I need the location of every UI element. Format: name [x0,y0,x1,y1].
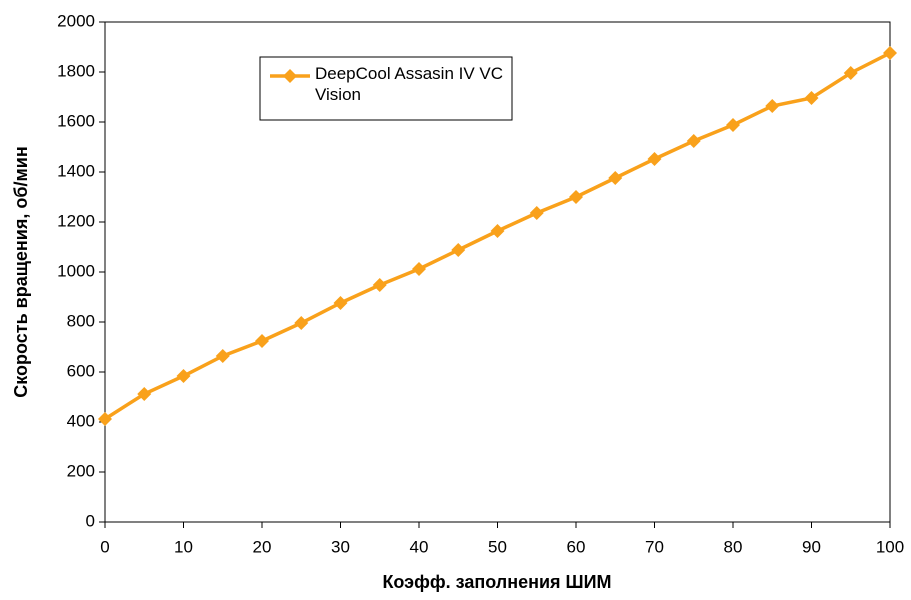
data-point [529,206,544,220]
data-point [176,369,191,383]
x-tick-label: 20 [253,537,272,556]
legend-label-box: DeepCool Assasin IV VC Vision [315,64,504,104]
data-point [451,243,466,257]
y-tick-label: 1600 [57,111,95,130]
y-tick-label: 400 [67,411,95,430]
legend-label: DeepCool Assasin IV VC Vision [315,64,504,104]
x-axis-title: Коэфф. заполнения ШИМ [382,572,611,592]
x-tick-label: 30 [331,537,350,556]
data-point [569,190,583,204]
data-point [843,66,858,80]
data-point [372,278,387,292]
data-point [726,118,740,132]
x-tick-label: 0 [100,537,109,556]
y-tick-label: 2000 [57,11,95,30]
y-axis-title: Скорость вращения, об/мин [11,146,31,398]
data-point [137,387,152,401]
y-tick-label: 1400 [57,161,95,180]
data-point [255,334,269,348]
data-point [215,349,230,363]
data-point [412,262,426,276]
x-tick-label: 80 [724,537,743,556]
legend-marker [283,69,297,83]
data-point [647,152,662,166]
y-tick-label: 200 [67,461,95,480]
y-tick-label: 800 [67,311,95,330]
x-tick-label: 40 [410,537,429,556]
x-tick-label: 90 [802,537,821,556]
data-point [686,134,701,148]
x-tick-label: 100 [876,537,904,556]
data-point [608,171,623,185]
data-point [765,99,780,113]
y-tick-label: 600 [67,361,95,380]
legend-box [259,56,513,121]
data-point [333,296,348,310]
y-tick-label: 1200 [57,211,95,230]
data-point [98,412,112,426]
x-tick-label: 60 [567,537,586,556]
data-point [883,46,897,60]
x-tick-label: 50 [488,537,507,556]
data-point [804,91,819,105]
x-tick-label: 70 [645,537,664,556]
y-tick-label: 1000 [57,261,95,280]
y-tick-label: 0 [86,511,95,530]
data-point [294,316,309,330]
data-point [490,224,505,238]
x-tick-label: 10 [174,537,193,556]
y-tick-label: 1800 [57,61,95,80]
